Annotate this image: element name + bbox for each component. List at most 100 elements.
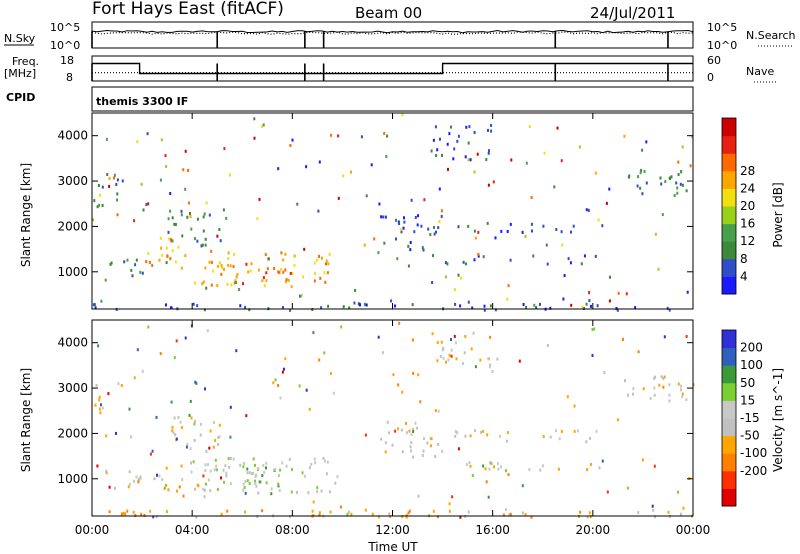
heat-cell — [180, 464, 183, 468]
heat-cell — [206, 329, 209, 333]
heat-cell — [248, 471, 251, 475]
heat-cell — [193, 422, 196, 426]
heat-cell — [187, 201, 190, 205]
cpid-row: CPID themis 3300 IF — [6, 86, 694, 112]
colorbar-tick-label: 100 — [740, 358, 763, 372]
heat-cell — [178, 485, 181, 489]
heat-cell — [169, 209, 172, 213]
heat-cell — [488, 149, 490, 153]
heat-cell — [265, 279, 268, 283]
heat-cell — [265, 271, 268, 275]
heat-cell — [253, 136, 256, 140]
heat-cell — [323, 351, 326, 355]
heat-cell — [397, 427, 400, 431]
heat-cell — [214, 458, 217, 462]
heat-cell — [569, 261, 572, 265]
heat-cell — [225, 474, 228, 478]
heat-cell — [204, 463, 207, 467]
heat-cell — [385, 155, 388, 159]
heat-cell — [126, 258, 129, 262]
heat-cell — [419, 400, 422, 404]
heat-cell — [189, 215, 192, 218]
colorbar-tick-label: 12 — [740, 234, 755, 248]
colorbar-tick-label: 8 — [740, 252, 748, 266]
heat-cell — [676, 186, 679, 190]
heat-cell — [383, 241, 386, 245]
heat-cell — [407, 264, 410, 268]
heat-cell — [108, 485, 111, 489]
heat-cell — [101, 406, 104, 410]
heat-cell — [603, 371, 606, 375]
heat-cell — [120, 384, 123, 387]
heat-cell — [446, 262, 449, 266]
heat-cell — [587, 208, 590, 212]
colorbar-segment — [722, 118, 736, 137]
heat-cell — [137, 480, 140, 484]
heat-cell — [677, 382, 680, 386]
heat-cell — [456, 431, 459, 435]
heat-cell — [433, 232, 436, 236]
heat-cell — [390, 299, 393, 303]
heat-cell — [555, 429, 557, 433]
heat-cell — [106, 173, 109, 176]
heat-cell — [222, 208, 225, 212]
heat-cell — [448, 502, 451, 506]
velocity-yaxis: 1000 2000 3000 4000 — [57, 336, 693, 486]
heat-cell — [123, 260, 126, 264]
heat-cell — [277, 474, 280, 477]
heat-cell — [601, 459, 604, 463]
heat-cell — [257, 466, 260, 470]
power-panel: 1000 2000 3000 4000 Slant Range [km] 4 8 12 16… — [19, 112, 785, 312]
heat-cell — [492, 180, 495, 184]
heat-cell — [441, 153, 443, 157]
colorbar-segment — [722, 276, 736, 295]
colorbar-tick-label: 50 — [740, 376, 755, 390]
heat-cell — [282, 258, 285, 262]
cpid-label: CPID — [6, 91, 35, 104]
heat-cell — [177, 245, 180, 249]
heat-cell — [415, 426, 418, 430]
heat-cell — [468, 125, 471, 129]
heat-cell — [432, 138, 435, 142]
heat-cell — [113, 176, 115, 180]
heat-cell — [254, 475, 257, 479]
nsky-line — [91, 29, 694, 34]
heat-cell — [353, 301, 356, 305]
heat-cell — [280, 251, 283, 255]
heat-cell — [507, 473, 510, 477]
heat-cell — [467, 510, 470, 514]
heat-cell — [626, 393, 629, 397]
heat-cell — [681, 392, 684, 396]
heat-cell — [562, 297, 565, 301]
heat-cell — [161, 253, 164, 257]
heat-cell — [263, 284, 266, 288]
heat-cell — [245, 414, 248, 418]
heat-cell — [140, 182, 143, 186]
heat-cell — [171, 429, 174, 433]
heat-cell — [180, 213, 183, 217]
y-tick-label: 1000 — [57, 265, 88, 279]
heat-cell — [581, 305, 584, 309]
heat-cell — [624, 379, 626, 383]
heat-cell — [403, 220, 406, 224]
heat-cell — [180, 209, 183, 213]
y-tick-label: 3000 — [57, 174, 88, 188]
heat-cell — [117, 382, 120, 386]
heat-cell — [165, 165, 168, 168]
heat-cell — [194, 237, 196, 241]
heat-cell — [105, 137, 108, 141]
colorbar-tick-label: 24 — [740, 181, 755, 195]
x-tick-label: 16:00 — [475, 523, 510, 537]
heat-cell — [261, 509, 264, 513]
heat-cell — [312, 331, 315, 335]
heat-cell — [410, 441, 413, 445]
heat-cell — [509, 258, 512, 262]
heat-cell — [330, 133, 333, 137]
heat-cell — [623, 134, 626, 138]
heat-cell — [442, 346, 445, 350]
heat-cell — [578, 145, 581, 149]
heat-cell — [202, 280, 205, 284]
heat-cell — [560, 159, 563, 163]
heat-cell — [442, 356, 445, 360]
heat-cell — [435, 154, 438, 157]
